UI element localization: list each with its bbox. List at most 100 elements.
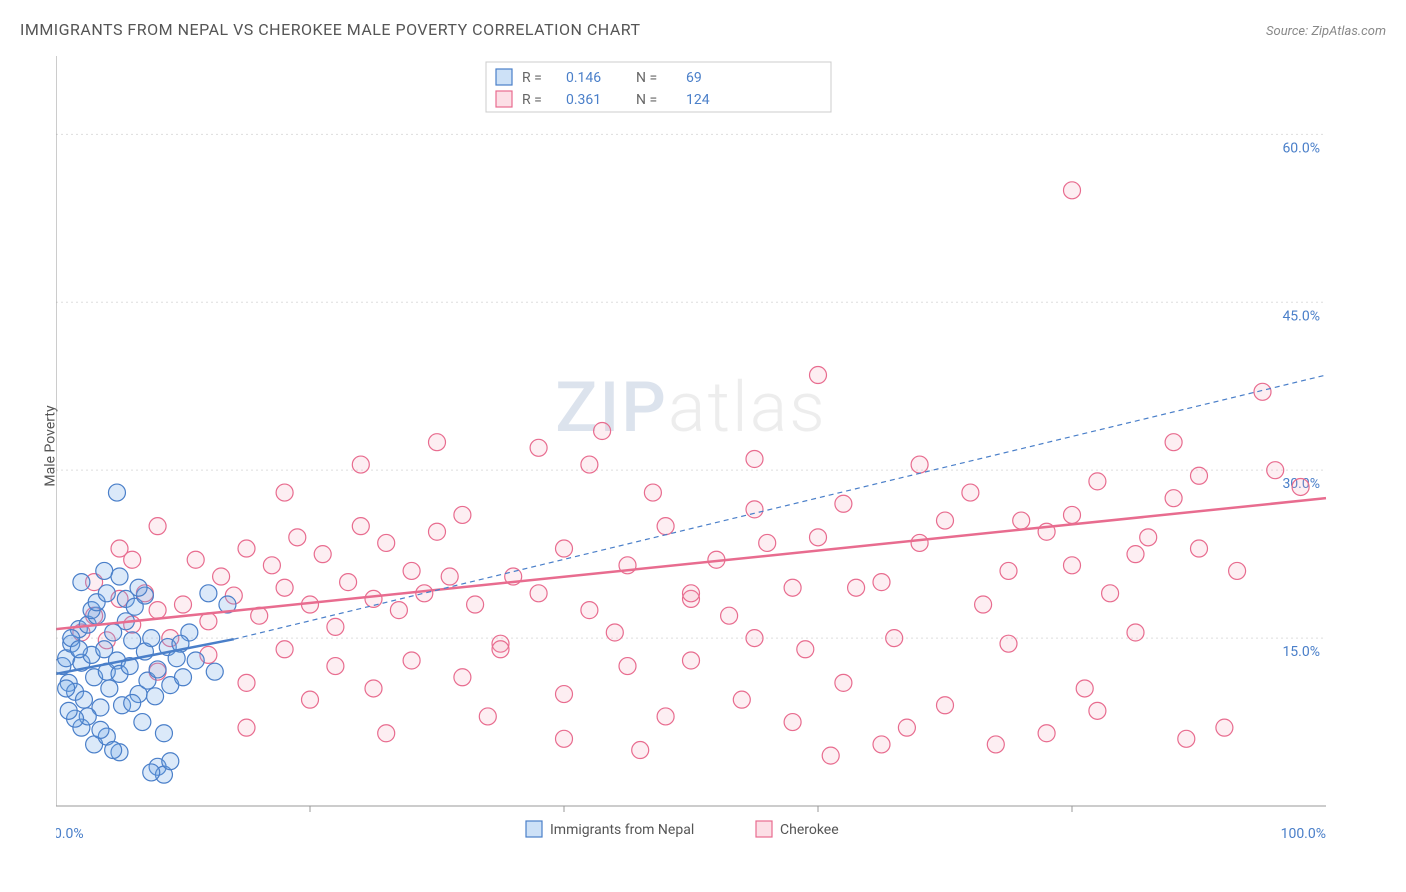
data-point-cherokee — [302, 691, 319, 708]
data-point-cherokee — [175, 596, 192, 613]
data-point-nepal — [206, 663, 223, 680]
data-point-cherokee — [467, 596, 484, 613]
data-point-cherokee — [873, 574, 890, 591]
data-point-nepal — [70, 641, 87, 658]
data-point-cherokee — [657, 518, 674, 535]
data-point-cherokee — [454, 669, 471, 686]
data-point-cherokee — [746, 450, 763, 467]
data-point-cherokee — [238, 719, 255, 736]
data-point-cherokee — [581, 456, 598, 473]
data-point-cherokee — [429, 434, 446, 451]
data-point-cherokee — [873, 736, 890, 753]
data-point-cherokee — [1102, 585, 1119, 602]
data-point-nepal — [143, 764, 160, 781]
data-point-cherokee — [835, 674, 852, 691]
data-point-cherokee — [1127, 546, 1144, 563]
data-point-cherokee — [187, 551, 204, 568]
data-point-cherokee — [733, 691, 750, 708]
data-point-cherokee — [1089, 473, 1106, 490]
data-point-cherokee — [1216, 719, 1233, 736]
data-point-cherokee — [1267, 462, 1284, 479]
bottom-legend-swatch-nepal — [526, 821, 542, 837]
data-point-cherokee — [975, 596, 992, 613]
data-point-cherokee — [962, 484, 979, 501]
data-point-cherokee — [327, 618, 344, 635]
data-point-cherokee — [657, 708, 674, 725]
data-point-cherokee — [721, 607, 738, 624]
data-point-cherokee — [441, 568, 458, 585]
data-point-nepal — [105, 742, 122, 759]
data-point-cherokee — [1000, 562, 1017, 579]
legend-swatch-nepal — [496, 69, 512, 85]
data-point-nepal — [149, 661, 166, 678]
data-point-cherokee — [1013, 512, 1030, 529]
data-point-nepal — [200, 585, 217, 602]
data-point-cherokee — [937, 512, 954, 529]
data-point-nepal — [101, 680, 118, 697]
data-point-cherokee — [1140, 529, 1157, 546]
chart-title: IMMIGRANTS FROM NEPAL VS CHEROKEE MALE P… — [20, 20, 641, 39]
data-point-cherokee — [1292, 478, 1309, 495]
data-point-cherokee — [746, 501, 763, 518]
data-point-cherokee — [276, 641, 293, 658]
data-point-cherokee — [1089, 702, 1106, 719]
data-point-cherokee — [581, 602, 598, 619]
data-point-nepal — [92, 721, 109, 738]
data-point-nepal — [147, 688, 164, 705]
data-point-cherokee — [200, 613, 217, 630]
data-point-cherokee — [276, 579, 293, 596]
data-point-cherokee — [848, 579, 865, 596]
data-point-cherokee — [416, 585, 433, 602]
data-point-cherokee — [276, 484, 293, 501]
legend-n-value-nepal: 69 — [686, 70, 702, 86]
data-point-nepal — [60, 702, 77, 719]
data-point-cherokee — [556, 686, 573, 703]
data-point-cherokee — [835, 495, 852, 512]
data-point-cherokee — [683, 585, 700, 602]
data-point-cherokee — [352, 456, 369, 473]
scatter-chart: 15.0%30.0%45.0%60.0%ZIPatlas0.0%100.0%R … — [56, 56, 1382, 826]
data-point-cherokee — [797, 641, 814, 658]
data-point-nepal — [155, 725, 172, 742]
data-point-cherokee — [911, 456, 928, 473]
data-point-cherokee — [632, 742, 649, 759]
data-point-cherokee — [606, 624, 623, 641]
data-point-cherokee — [644, 484, 661, 501]
data-point-cherokee — [911, 534, 928, 551]
data-point-nepal — [58, 680, 75, 697]
data-point-cherokee — [1038, 725, 1055, 742]
y-tick-label: 60.0% — [1282, 140, 1320, 156]
data-point-cherokee — [1064, 182, 1081, 199]
data-point-cherokee — [327, 658, 344, 675]
data-point-cherokee — [822, 747, 839, 764]
data-point-cherokee — [213, 568, 230, 585]
data-point-cherokee — [556, 730, 573, 747]
data-point-cherokee — [1191, 540, 1208, 557]
data-point-cherokee — [492, 641, 509, 658]
data-point-nepal — [175, 669, 192, 686]
legend-n-value-cherokee: 124 — [686, 92, 710, 108]
source-label: Source: — [1266, 24, 1311, 39]
data-point-cherokee — [1076, 680, 1093, 697]
bottom-legend-label-cherokee: Cherokee — [780, 822, 839, 838]
data-point-nepal — [124, 695, 141, 712]
data-point-cherokee — [1191, 467, 1208, 484]
data-point-cherokee — [124, 551, 141, 568]
data-point-nepal — [111, 568, 128, 585]
data-point-cherokee — [886, 630, 903, 647]
data-point-cherokee — [759, 534, 776, 551]
data-point-cherokee — [314, 546, 331, 563]
data-point-cherokee — [1254, 383, 1271, 400]
legend-r-label: R = — [522, 70, 542, 86]
data-point-cherokee — [898, 719, 915, 736]
source-attribution: Source: ZipAtlas.com — [1266, 20, 1386, 39]
data-point-cherokee — [683, 652, 700, 669]
y-tick-label: 45.0% — [1282, 308, 1320, 324]
data-point-nepal — [98, 585, 115, 602]
bottom-legend-label-nepal: Immigrants from Nepal — [550, 822, 694, 838]
legend-r-value-nepal: 0.146 — [566, 70, 601, 86]
data-point-cherokee — [784, 714, 801, 731]
data-point-cherokee — [987, 736, 1004, 753]
data-point-cherokee — [352, 518, 369, 535]
data-point-nepal — [75, 691, 92, 708]
